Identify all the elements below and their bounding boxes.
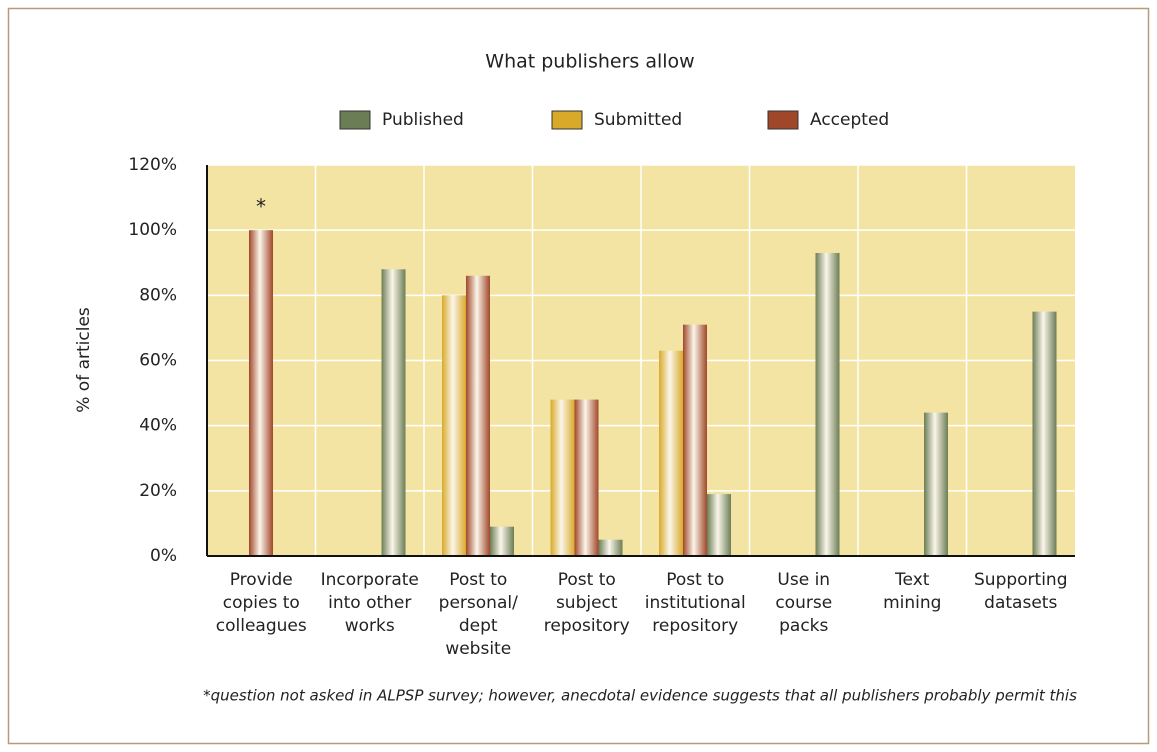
y-tick-label: 120%	[128, 155, 177, 175]
chart-title: What publishers allow	[485, 51, 694, 73]
bar	[815, 252, 840, 556]
x-tick-label: Text	[894, 570, 930, 590]
footnote: *question not asked in ALPSP survey; how…	[203, 687, 1077, 705]
bar	[550, 399, 575, 556]
legend-swatch	[551, 110, 583, 130]
legend-swatch	[339, 110, 371, 130]
x-tick-label: packs	[779, 616, 828, 636]
y-tick-label: 40%	[139, 416, 177, 436]
x-tick-label: works	[345, 616, 395, 636]
x-tick-label: personal/	[439, 593, 518, 613]
bar	[924, 412, 948, 556]
x-tick-label: mining	[883, 593, 941, 613]
x-tick-label: website	[445, 639, 511, 659]
bar	[707, 494, 731, 556]
bar	[466, 275, 490, 556]
x-tick-label: Provide	[230, 570, 293, 590]
x-tick-label: into other	[328, 593, 411, 613]
x-tick-label: repository	[652, 616, 738, 636]
bar	[683, 324, 707, 556]
bar	[598, 539, 623, 556]
bar	[1032, 311, 1057, 556]
x-tick-label: dept	[459, 616, 498, 636]
legend-label: Submitted	[594, 110, 682, 130]
y-tick-label: 100%	[128, 220, 177, 240]
x-tick-label: Use in	[777, 570, 830, 590]
bar	[574, 399, 599, 556]
x-tick-label: institutional	[645, 593, 746, 613]
x-tick-label: datasets	[984, 593, 1057, 613]
x-tick-label: Incorporate	[321, 570, 419, 590]
bar	[659, 350, 683, 556]
x-tick-label: subject	[556, 593, 618, 613]
legend-swatch	[767, 110, 799, 130]
x-tick-label: course	[775, 593, 832, 613]
x-tick-label: repository	[544, 616, 630, 636]
bar	[249, 230, 273, 556]
x-tick-label: copies to	[223, 593, 300, 613]
bar	[490, 526, 514, 556]
bar	[442, 295, 466, 556]
x-tick-label: Post to	[666, 570, 724, 590]
y-axis-label: % of articles	[74, 307, 94, 413]
y-tick-label: 0%	[150, 546, 177, 566]
annotation: *	[256, 195, 266, 219]
x-tick-label: Supporting	[974, 570, 1068, 590]
x-tick-label: Post to	[449, 570, 507, 590]
x-tick-label: colleagues	[216, 616, 307, 636]
legend-label: Published	[382, 110, 464, 130]
legend-label: Accepted	[810, 110, 889, 130]
bar	[381, 269, 406, 556]
y-tick-label: 20%	[139, 481, 177, 501]
y-tick-label: 80%	[139, 285, 177, 305]
x-tick-label: Post to	[558, 570, 616, 590]
y-tick-label: 60%	[139, 351, 177, 371]
